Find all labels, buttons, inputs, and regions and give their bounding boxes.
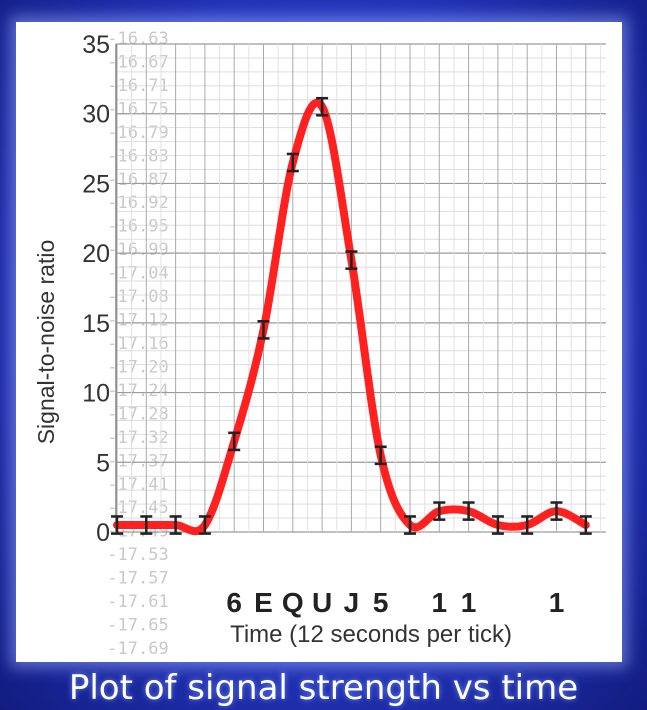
x-marker-label: 6 bbox=[226, 587, 242, 618]
error-bar bbox=[169, 515, 182, 535]
y-tick-label: 20 bbox=[82, 240, 110, 268]
error-bar bbox=[550, 501, 563, 521]
error-bar bbox=[228, 431, 241, 452]
y-tick-labels: 0 5 10 15 20 25 30 35 bbox=[82, 31, 110, 547]
y-tick-label: 30 bbox=[82, 101, 110, 129]
x-marker-label: E bbox=[254, 587, 273, 618]
caption: Plot of signal strength vs time bbox=[68, 668, 579, 708]
background-number: -17.28 bbox=[107, 404, 168, 424]
y-tick-label: 10 bbox=[82, 380, 110, 408]
background-number: -16.92 bbox=[107, 193, 168, 213]
error-bar bbox=[345, 250, 358, 270]
background-number: -16.99 bbox=[107, 240, 168, 260]
x-marker-label: 5 bbox=[373, 587, 389, 618]
error-bar bbox=[579, 515, 592, 535]
background-number: -17.20 bbox=[107, 357, 168, 377]
background-number: -17.24 bbox=[107, 381, 168, 401]
background-number: -17.69 bbox=[107, 639, 168, 659]
chart-panel: -16.63 -16.67 -16.71 -16.75 -16.79 -16.83 -16.… bbox=[16, 22, 622, 662]
background-number: -17.65 bbox=[107, 616, 168, 636]
signal-plot: -16.63-16.67-16.71-16.75-16.79-16.83-16.… bbox=[33, 29, 606, 659]
x-marker-label: Q bbox=[282, 587, 304, 618]
y-tick-label: 25 bbox=[82, 170, 110, 198]
background-number: -16.75 bbox=[107, 99, 168, 119]
x-marker-label: 1 bbox=[461, 587, 477, 618]
x-marker-label: 1 bbox=[432, 587, 448, 618]
error-bar bbox=[111, 515, 123, 535]
x-marker-label: U bbox=[312, 587, 332, 618]
background-number: -17.57 bbox=[107, 569, 168, 589]
background-number: -16.95 bbox=[107, 217, 168, 237]
error-bar bbox=[257, 320, 270, 340]
background-number: -17.08 bbox=[107, 287, 168, 307]
error-bar bbox=[374, 445, 387, 466]
background-number: -17.32 bbox=[107, 428, 168, 448]
error-bar bbox=[404, 515, 416, 535]
background-number: -17.16 bbox=[107, 334, 168, 354]
background-number: -16.83 bbox=[107, 146, 168, 166]
y-tick-label: 5 bbox=[96, 449, 110, 477]
plot-grid bbox=[115, 43, 606, 533]
y-tick-label: 0 bbox=[96, 519, 110, 547]
y-tick-label: 35 bbox=[82, 31, 110, 59]
background-number: -17.37 bbox=[107, 451, 168, 471]
x-axis-label: Time (12 seconds per tick) bbox=[230, 621, 512, 648]
x-marker-label: J bbox=[344, 587, 360, 618]
background-number: -17.04 bbox=[107, 264, 168, 284]
background-number: -17.12 bbox=[107, 311, 168, 331]
error-bar bbox=[433, 501, 446, 521]
error-bar bbox=[140, 515, 153, 535]
error-bars bbox=[111, 96, 592, 535]
error-bar bbox=[198, 515, 211, 535]
background-number: -17.53 bbox=[107, 545, 168, 565]
error-bar bbox=[521, 515, 534, 535]
error-bar bbox=[286, 152, 299, 173]
background-number: -16.87 bbox=[107, 170, 168, 190]
x-marker-label: 1 bbox=[549, 587, 565, 618]
error-bar bbox=[316, 96, 329, 117]
error-bar bbox=[491, 515, 504, 535]
background-number: -17.45 bbox=[107, 498, 168, 518]
y-axis-label: Signal-to-noise ratio bbox=[33, 240, 59, 445]
background-number: -17.61 bbox=[107, 592, 168, 612]
y-tick-label: 15 bbox=[82, 310, 110, 338]
error-bar bbox=[462, 501, 475, 521]
